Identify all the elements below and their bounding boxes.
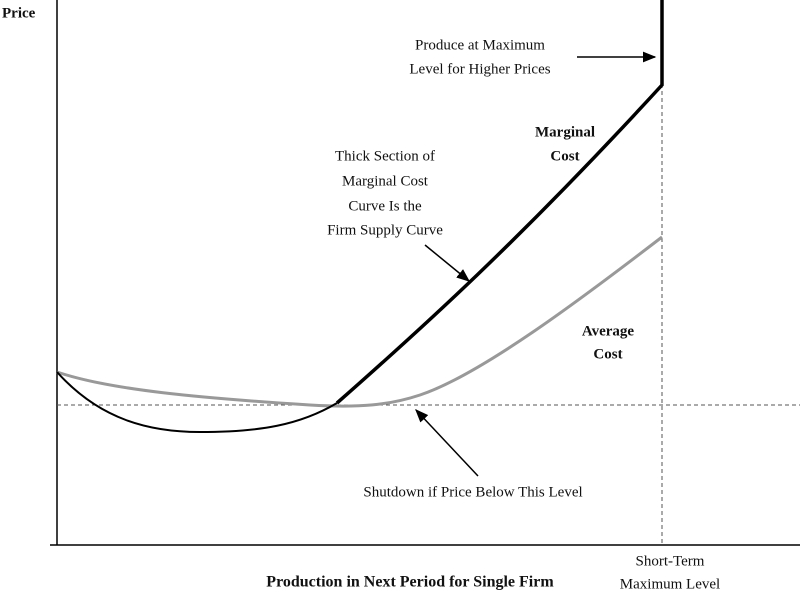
- annotation: Produce at Maximum: [415, 37, 545, 53]
- curve-label: Marginal: [535, 124, 595, 140]
- curve-label: Cost: [593, 346, 622, 362]
- curve-label: Average: [582, 323, 635, 339]
- annotation: Level for Higher Prices: [409, 61, 550, 77]
- marginal-cost-curve: [56, 371, 338, 434]
- x-axis-label: Production in Next Period for Single Fir…: [266, 574, 554, 591]
- supply-curve: [335, 0, 664, 405]
- x-marker-label: Short-Term: [636, 553, 705, 569]
- annotation: Marginal Cost: [342, 173, 429, 189]
- x-marker-label: Maximum Level: [620, 576, 720, 592]
- annotation: Thick Section of: [335, 148, 435, 164]
- annotation: Firm Supply Curve: [327, 222, 443, 238]
- y-axis-label: Price: [2, 5, 36, 21]
- arrow: [424, 244, 471, 282]
- average-cost-curve: [56, 235, 663, 408]
- annotation: Curve Is the: [348, 198, 422, 214]
- annotation: Shutdown if Price Below This Level: [363, 484, 582, 500]
- curve-label: Cost: [550, 148, 579, 164]
- arrow: [415, 409, 479, 477]
